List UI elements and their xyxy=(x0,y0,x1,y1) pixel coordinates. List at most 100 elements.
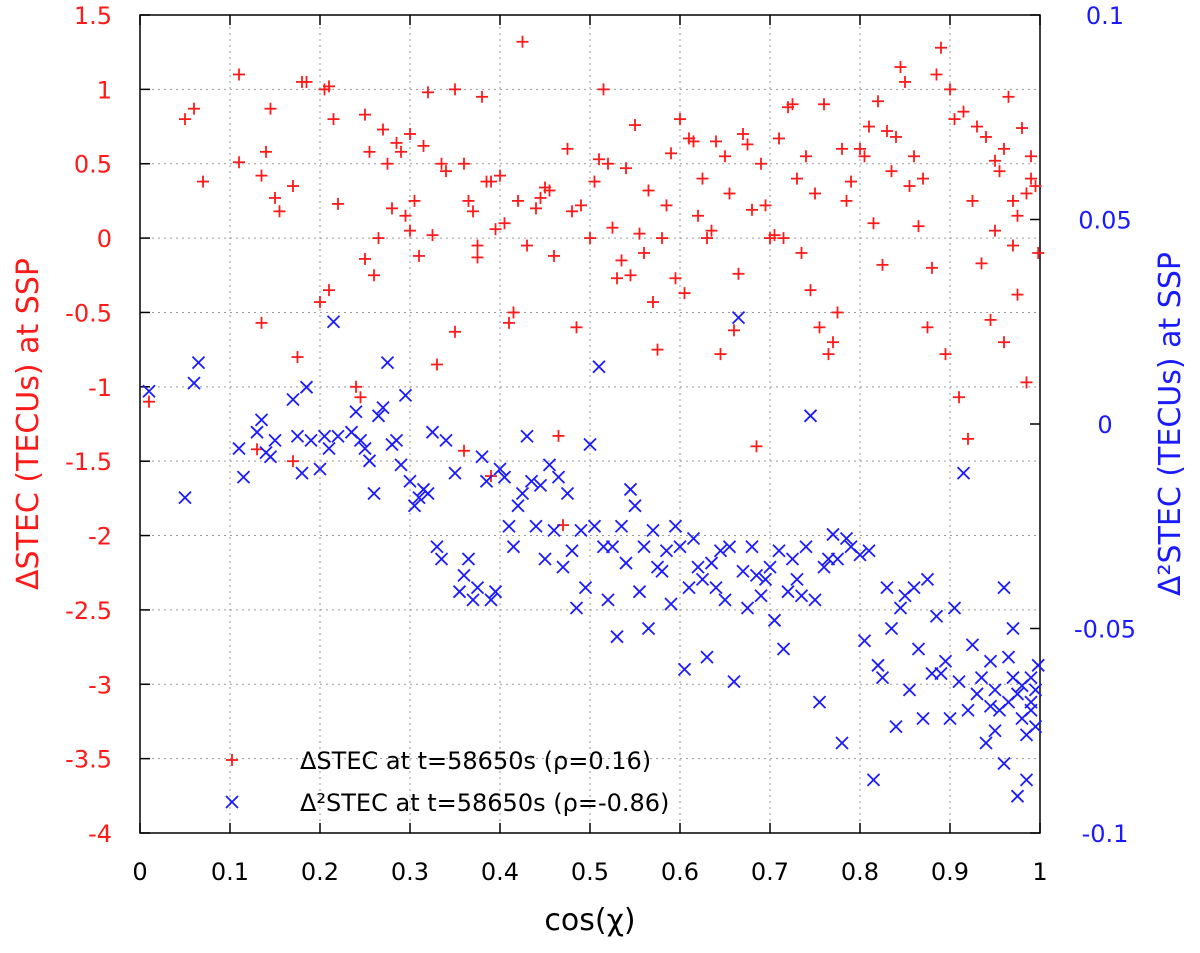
data-point-d2stec xyxy=(407,499,422,513)
data-point-stec xyxy=(759,199,772,212)
data-point-stec xyxy=(768,229,781,242)
legend-plus-icon xyxy=(226,754,238,766)
data-point-d2stec xyxy=(776,642,791,656)
data-point-d2stec xyxy=(358,441,372,456)
data-point-d2stec xyxy=(961,703,975,717)
data-point-d2stec xyxy=(893,601,908,615)
data-point-stec xyxy=(404,224,416,237)
data-point-stec xyxy=(944,83,956,96)
data-point-stec xyxy=(624,269,637,282)
data-point-d2stec xyxy=(749,568,764,582)
data-point-stec xyxy=(908,150,920,163)
data-point-stec xyxy=(179,113,191,126)
data-point-stec xyxy=(413,249,425,262)
data-point-stec xyxy=(656,232,668,245)
data-point-d2stec xyxy=(754,589,768,603)
data-point-d2stec xyxy=(722,540,737,554)
data-point-stec xyxy=(998,336,1010,349)
data-point-stec xyxy=(818,98,830,111)
data-point-stec xyxy=(327,113,340,126)
data-point-stec xyxy=(602,157,614,170)
data-point-stec xyxy=(458,444,470,457)
data-point-stec xyxy=(629,119,641,132)
data-point-d2stec xyxy=(983,699,998,713)
data-point-d2stec xyxy=(470,580,485,595)
data-point-stec xyxy=(1025,172,1037,185)
data-point-d2stec xyxy=(412,490,426,505)
data-point-d2stec xyxy=(1001,695,1016,709)
data-point-d2stec xyxy=(866,773,881,787)
data-point-d2stec xyxy=(290,429,305,443)
data-point-d2stec xyxy=(628,499,642,513)
data-point-d2stec xyxy=(1019,728,1034,742)
data-point-stec xyxy=(696,172,709,185)
data-point-d2stec xyxy=(448,466,462,480)
data-point-stec xyxy=(323,80,335,93)
data-point-d2stec xyxy=(479,474,494,488)
data-point-d2stec xyxy=(614,519,629,533)
data-point-d2stec xyxy=(380,356,395,370)
data-point-d2stec xyxy=(542,458,557,472)
data-point-stec xyxy=(732,267,745,280)
y-left-tick-label: 0.5 xyxy=(74,151,112,179)
data-point-d2stec xyxy=(641,621,656,636)
data-point-d2stec xyxy=(353,433,368,447)
data-point-stec xyxy=(872,95,884,108)
data-point-stec xyxy=(800,150,812,163)
data-point-d2stec xyxy=(268,433,282,447)
data-point-stec xyxy=(287,180,299,193)
data-point-stec xyxy=(449,83,461,96)
data-point-stec xyxy=(705,224,718,237)
data-point-stec xyxy=(948,113,961,126)
data-point-d2stec xyxy=(880,580,894,595)
data-point-stec xyxy=(971,120,983,133)
data-point-d2stec xyxy=(524,474,539,488)
data-point-stec xyxy=(363,145,376,158)
data-point-stec xyxy=(903,180,916,193)
data-point-d2stec xyxy=(331,429,345,443)
data-point-d2stec xyxy=(997,756,1011,771)
data-point-stec xyxy=(593,153,605,166)
data-point-d2stec xyxy=(781,585,795,599)
data-point-d2stec xyxy=(632,585,647,599)
data-point-d2stec xyxy=(506,540,521,554)
data-point-stec xyxy=(359,252,371,265)
data-point-stec xyxy=(881,125,893,138)
data-point-d2stec xyxy=(673,540,687,554)
data-point-stec xyxy=(1032,246,1045,259)
data-point-stec xyxy=(273,205,286,218)
data-point-d2stec xyxy=(767,613,782,627)
y-left-tick-label: -2.5 xyxy=(65,597,112,625)
data-point-stec xyxy=(728,324,740,337)
data-point-stec xyxy=(584,232,596,245)
data-point-stec xyxy=(512,194,524,207)
data-point-d2stec xyxy=(425,425,440,439)
data-point-d2stec xyxy=(682,580,696,595)
data-point-stec xyxy=(561,142,574,155)
data-point-d2stec xyxy=(884,621,899,636)
data-point-d2stec xyxy=(1010,789,1025,803)
data-point-stec xyxy=(651,343,664,356)
data-point-stec xyxy=(777,232,790,245)
data-point-d2stec xyxy=(695,572,710,587)
data-point-d2stec xyxy=(250,425,264,439)
data-point-d2stec xyxy=(1024,703,1038,717)
data-point-d2stec xyxy=(322,441,336,456)
data-point-d2stec xyxy=(439,433,453,447)
data-point-stec xyxy=(597,83,610,96)
data-point-d2stec xyxy=(947,601,962,615)
data-point-d2stec xyxy=(997,580,1011,595)
legend-cross-icon xyxy=(225,795,239,809)
data-point-stec xyxy=(836,142,848,155)
data-point-d2stec xyxy=(979,736,993,750)
data-point-stec xyxy=(899,75,911,88)
data-point-stec xyxy=(989,224,1001,237)
data-point-stec xyxy=(962,432,974,445)
data-point-d2stec xyxy=(1019,773,1034,787)
data-point-d2stec xyxy=(952,675,966,689)
data-point-d2stec xyxy=(817,560,831,574)
data-point-d2stec xyxy=(668,519,683,533)
data-point-stec xyxy=(395,145,407,158)
data-point-stec xyxy=(674,113,686,126)
data-point-d2stec xyxy=(934,666,948,681)
